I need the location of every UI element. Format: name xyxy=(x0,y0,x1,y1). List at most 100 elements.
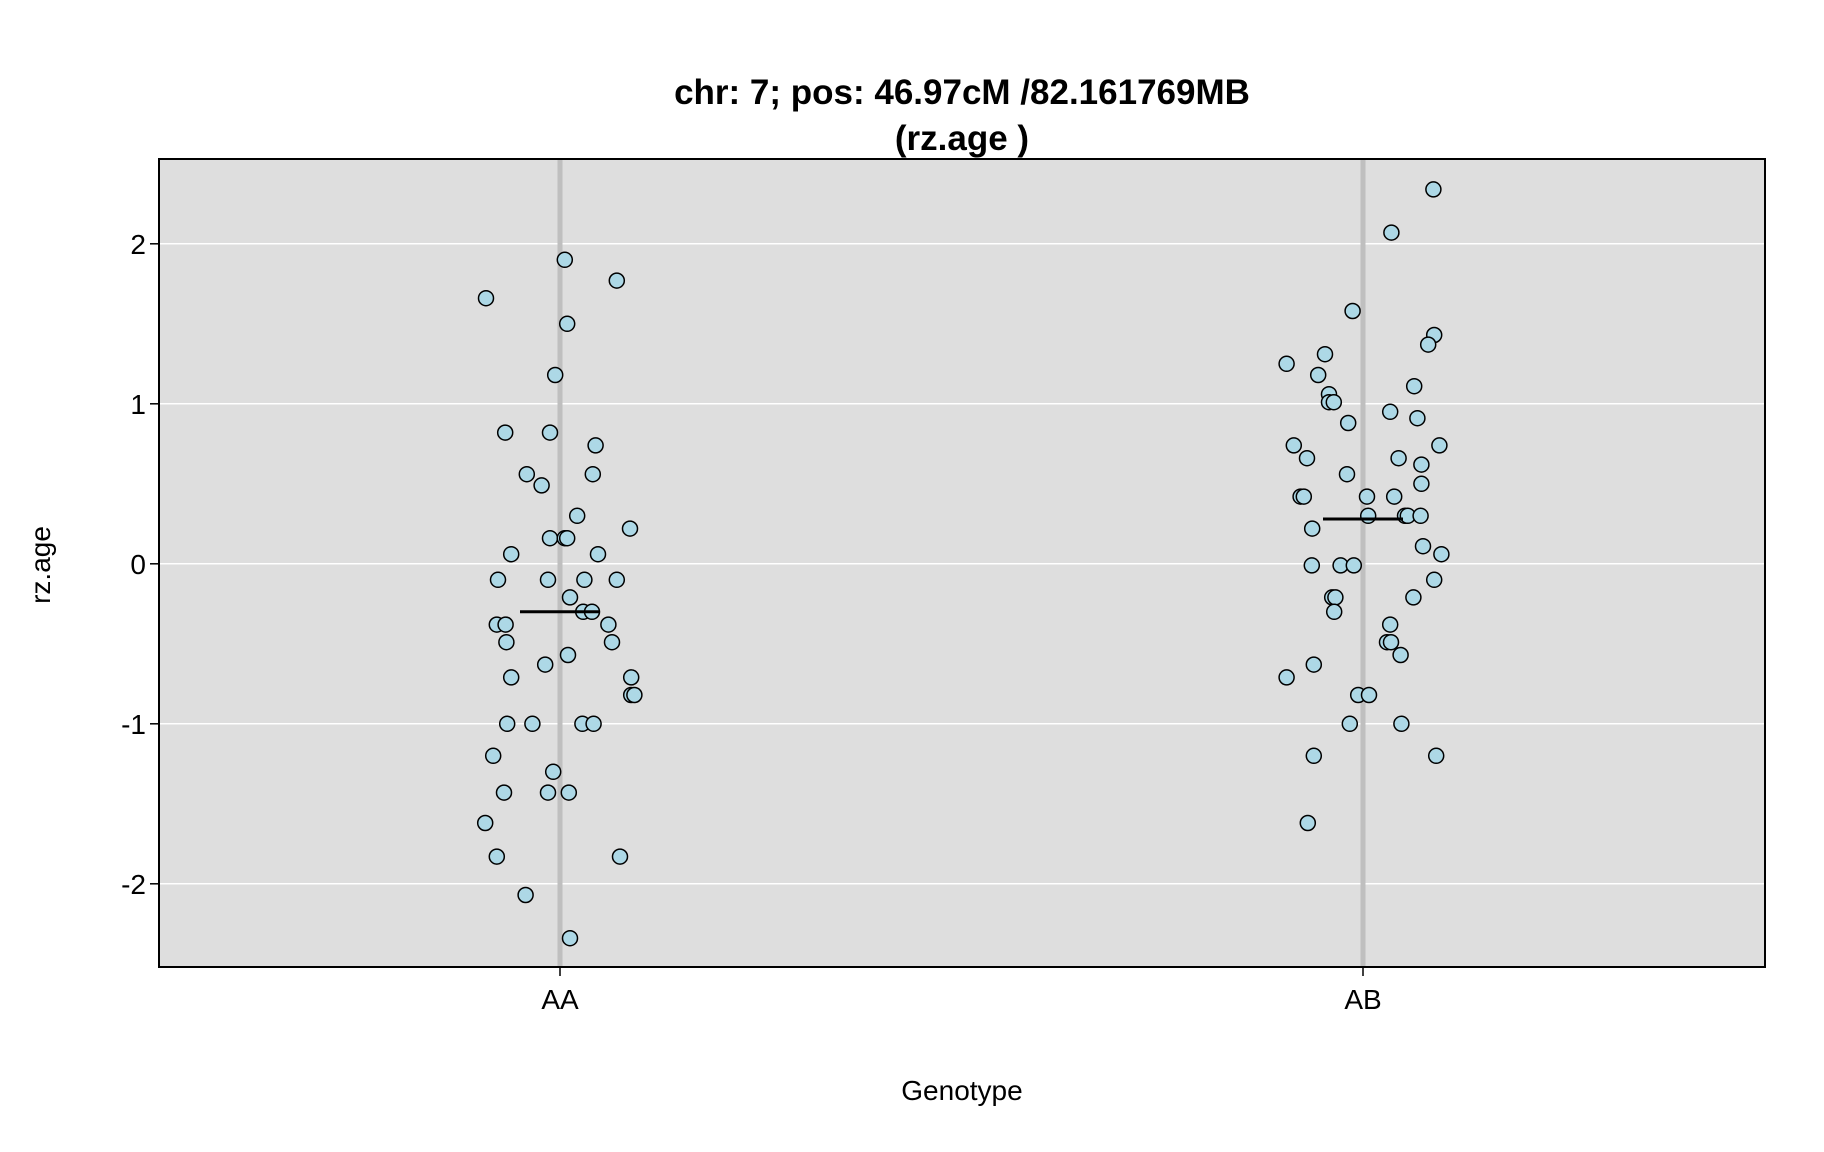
data-point xyxy=(1316,345,1334,363)
data-point xyxy=(541,529,559,547)
data-point xyxy=(1325,393,1343,411)
data-point xyxy=(1427,747,1445,765)
data-point xyxy=(561,929,579,947)
data-point xyxy=(524,715,541,733)
data-point xyxy=(546,366,564,384)
y-tick-label: -1 xyxy=(121,709,146,740)
y-axis: -2 -1 0 1 2 xyxy=(121,229,159,900)
plot-panel xyxy=(159,159,1765,967)
data-point xyxy=(502,669,520,686)
data-point xyxy=(585,715,602,733)
data-point xyxy=(558,529,576,547)
data-point xyxy=(600,616,617,633)
plot-border xyxy=(158,158,1766,968)
data-point xyxy=(1393,715,1410,733)
data-point xyxy=(539,784,557,801)
data-point xyxy=(476,814,494,832)
data-point xyxy=(1339,414,1357,432)
mean-lines xyxy=(520,517,1403,614)
data-point xyxy=(603,633,621,651)
data-point xyxy=(1433,545,1450,563)
data-point xyxy=(621,520,639,537)
y-tick-label: 1 xyxy=(130,389,146,420)
data-point xyxy=(1338,465,1356,483)
x-axis-label: Genotype xyxy=(901,1075,1022,1106)
data-point xyxy=(1413,456,1430,473)
data-point xyxy=(477,289,495,307)
data-point xyxy=(517,886,534,904)
data-point xyxy=(1405,589,1422,606)
data-point xyxy=(1414,537,1432,555)
data-point xyxy=(1419,336,1437,353)
data-point xyxy=(1278,355,1295,373)
data-point xyxy=(1305,656,1323,673)
data-point xyxy=(518,465,536,483)
data-point xyxy=(1309,366,1327,384)
data-point xyxy=(1295,488,1313,505)
data-point xyxy=(587,437,604,454)
data-points xyxy=(476,181,1450,947)
data-point xyxy=(1303,557,1321,574)
data-point xyxy=(1390,449,1407,467)
data-point xyxy=(560,784,578,801)
data-point xyxy=(611,848,629,865)
data-point xyxy=(495,784,513,801)
data-point xyxy=(584,465,602,483)
data-point xyxy=(622,669,640,686)
data-point xyxy=(559,646,577,664)
data-point xyxy=(1425,571,1443,589)
chart-title: chr: 7; pos: 46.97cM /82.161769MB xyxy=(674,73,1250,112)
data-point xyxy=(561,589,579,606)
chart-subtitle: (rz.age ) xyxy=(895,119,1029,158)
data-point xyxy=(1383,224,1400,241)
data-point xyxy=(1425,181,1442,198)
data-point xyxy=(1381,403,1399,421)
data-point xyxy=(1358,488,1376,505)
data-point xyxy=(533,477,550,494)
data-point xyxy=(556,251,574,269)
data-point xyxy=(1412,507,1429,525)
data-point xyxy=(608,272,626,289)
data-point xyxy=(1381,616,1399,633)
data-point xyxy=(576,571,593,589)
data-point xyxy=(1285,437,1303,454)
y-tick-label: -2 xyxy=(121,869,146,900)
data-point xyxy=(1409,409,1426,427)
data-point xyxy=(502,545,520,563)
data-point xyxy=(1431,437,1448,454)
data-point xyxy=(1405,377,1423,395)
data-point xyxy=(1392,646,1409,664)
data-point xyxy=(1413,475,1430,493)
data-point xyxy=(1359,507,1377,525)
data-point xyxy=(1278,669,1295,686)
data-point xyxy=(1327,589,1344,606)
data-point xyxy=(1299,814,1317,832)
data-point xyxy=(484,747,502,765)
y-axis-label: rz.age xyxy=(25,526,56,604)
gridlines xyxy=(159,243,1765,885)
data-point xyxy=(568,507,586,525)
data-point xyxy=(544,763,562,781)
data-point xyxy=(496,424,514,441)
data-point xyxy=(1341,715,1359,733)
data-point xyxy=(1382,633,1400,651)
data-point xyxy=(489,571,507,589)
data-point xyxy=(1305,747,1323,765)
data-point xyxy=(1325,603,1343,621)
y-tick-label: 0 xyxy=(130,549,146,580)
data-point xyxy=(498,715,516,733)
data-point xyxy=(536,656,554,673)
data-point xyxy=(1360,686,1378,704)
data-point xyxy=(541,424,559,441)
data-point xyxy=(1303,520,1321,537)
data-point xyxy=(1345,557,1363,574)
data-point xyxy=(589,545,607,563)
x-axis: AA AB xyxy=(541,967,1382,1015)
x-tick-label: AB xyxy=(1344,984,1381,1015)
data-point xyxy=(498,633,515,651)
data-point xyxy=(1298,449,1316,467)
data-point xyxy=(608,571,626,589)
data-point xyxy=(539,571,557,589)
y-tick-label: 2 xyxy=(130,229,146,260)
